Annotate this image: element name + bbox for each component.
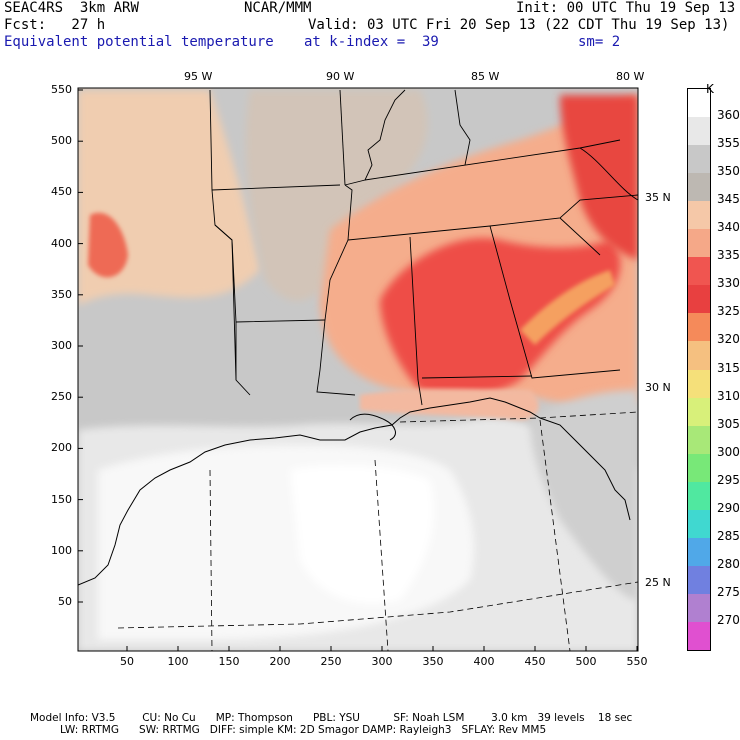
colorbar-level-label: 360 <box>717 108 740 123</box>
colorbar-segment <box>688 285 710 314</box>
colorbar-level-label: 330 <box>717 276 740 291</box>
colorbar-level-label: 285 <box>717 528 740 543</box>
x-tick-label: 550 <box>626 655 648 668</box>
colorbar-segment <box>688 145 710 174</box>
x-tick-label: 350 <box>422 655 444 668</box>
smoothing-label: sm= 2 <box>578 34 621 50</box>
colorbar-level-label: 275 <box>717 584 740 599</box>
colorbar-level-label: 325 <box>717 304 740 319</box>
state-boundaries <box>209 89 638 406</box>
y-tick-label: 300 <box>51 339 72 352</box>
colorbar-segment <box>688 313 710 342</box>
x-tick-label: 250 <box>320 655 342 668</box>
orange-band-field <box>520 270 615 345</box>
x-tick-label: 500 <box>575 655 597 668</box>
valid-time: Valid: 03 UTC Fri 20 Sep 13 (22 CDT Thu … <box>308 17 730 33</box>
colorbar-level-label: 345 <box>717 192 740 207</box>
colorbar-segment <box>688 173 710 202</box>
colorbar-level-label: 335 <box>717 248 740 263</box>
colorbar-level-label: 355 <box>717 136 740 151</box>
level-label: at k-index = 39 <box>304 34 439 50</box>
colorbar-segment <box>688 257 710 286</box>
red-west-field <box>88 212 128 278</box>
org-label: NCAR/MMM <box>244 0 312 16</box>
colorbar-level-label: 320 <box>717 332 740 347</box>
colorbar-segment <box>688 453 710 483</box>
colorbar <box>687 88 711 651</box>
colorbar-segment <box>688 509 710 539</box>
coastline <box>78 397 631 586</box>
map-frame <box>77 87 639 652</box>
y-tick-label: 200 <box>51 441 72 455</box>
y-tick-label: 350 <box>51 287 72 301</box>
y-tick-label: 400 <box>51 236 72 250</box>
model-info-line1: Model Info: V3.5 CU: No Cu MP: Thompson … <box>30 712 633 724</box>
colorbar-segment <box>688 117 710 146</box>
colorbar-segment <box>688 425 710 455</box>
y-tick-label: 150 <box>51 492 72 506</box>
pink-coast-field <box>360 388 539 420</box>
colorbar-segment <box>688 369 710 399</box>
colorbar-segment <box>688 229 710 258</box>
init-time: Init: 00 UTC Thu 19 Sep 13 <box>516 0 736 16</box>
colorbar-level-label: 280 <box>717 556 740 571</box>
gulf-white-field-2 <box>290 464 434 604</box>
tick-marks <box>78 89 638 651</box>
colorbar-segment <box>688 565 710 595</box>
longitude-label: 85 W <box>471 70 500 83</box>
project-title: SEAC4RS 3km ARW <box>4 0 139 16</box>
colorbar-unit: K <box>706 82 714 96</box>
graticule <box>117 411 638 651</box>
y-tick-label: 550 <box>51 83 72 96</box>
tan-field-central <box>245 90 428 301</box>
x-tick-label: 100 <box>167 655 189 668</box>
forecast-hour: Fcst: 27 h <box>4 17 106 33</box>
colorbar-level-label: 315 <box>717 360 740 375</box>
y-tick-label: 450 <box>51 185 72 199</box>
y-tick-label: 100 <box>51 543 72 557</box>
colorbar-segment <box>688 593 710 623</box>
latitude-label: 35 N <box>645 191 671 204</box>
x-tick-label: 400 <box>473 655 495 668</box>
colorbar-segment <box>688 341 710 370</box>
y-tick-label: 50 <box>58 595 72 608</box>
colorbar-level-label: 295 <box>717 472 740 487</box>
longitude-label: 95 W <box>184 70 213 83</box>
colorbar-level-label: 300 <box>717 444 740 459</box>
colorbar-level-label: 310 <box>717 388 740 403</box>
colorbar-segment <box>688 621 710 651</box>
colorbar-segment <box>688 481 710 511</box>
colorbar-segment <box>688 201 710 230</box>
longitude-label: 80 W <box>616 70 645 83</box>
field-name: Equivalent potential temperature <box>4 34 274 50</box>
y-tick-label: 500 <box>51 134 72 148</box>
florida-field <box>530 390 638 600</box>
x-tick-label: 150 <box>218 655 240 668</box>
red-core-field <box>380 238 621 397</box>
latitude-label: 25 N <box>645 576 671 589</box>
longitude-label: 90 W <box>326 70 355 83</box>
colorbar-level-label: 305 <box>717 416 740 431</box>
colorbar-level-label: 270 <box>717 612 740 627</box>
colorbar-level-label: 340 <box>717 220 740 235</box>
x-tick-label: 300 <box>371 655 393 668</box>
latitude-label: 30 N <box>645 381 671 394</box>
x-tick-label: 50 <box>120 655 134 668</box>
y-tick-label: 250 <box>51 390 72 404</box>
colorbar-level-label: 290 <box>717 500 740 515</box>
colorbar-segment <box>688 537 710 567</box>
x-tick-label: 450 <box>524 655 546 668</box>
x-tick-label: 200 <box>269 655 291 668</box>
model-info-line2: LW: RRTMG SW: RRTMG DIFF: simple KM: 2D … <box>30 724 547 736</box>
colorbar-segment <box>688 397 710 427</box>
red-northeast-field <box>560 95 638 260</box>
colorbar-level-label: 350 <box>717 164 740 179</box>
colorbar-segment <box>688 89 710 118</box>
